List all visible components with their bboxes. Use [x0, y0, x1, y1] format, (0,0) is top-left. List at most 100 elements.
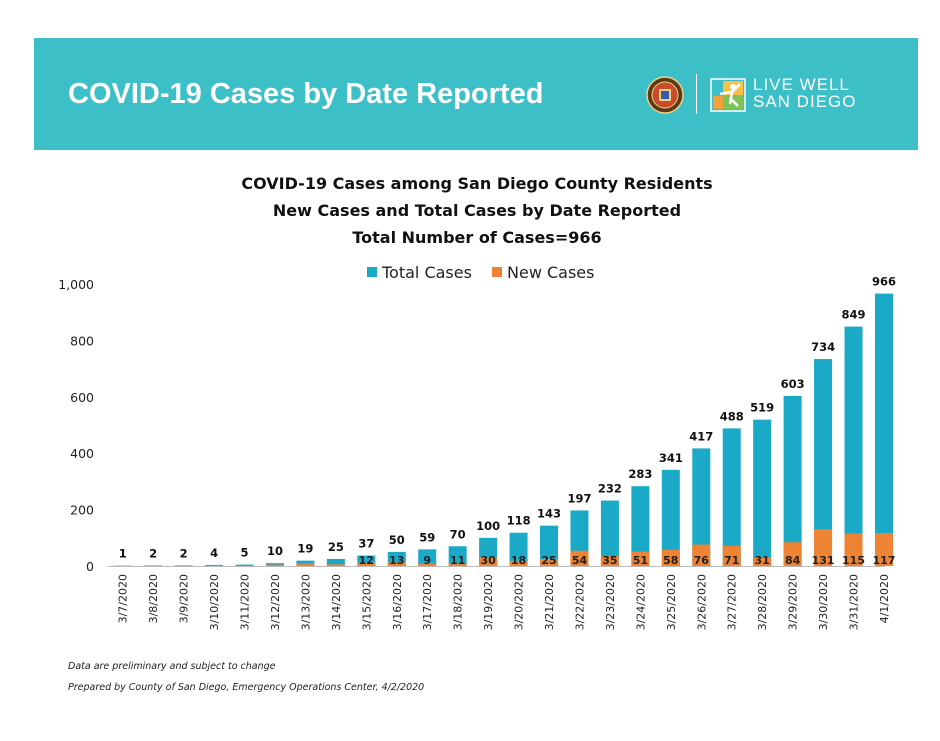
- total-cases-label: 488: [720, 409, 744, 423]
- total-cases-label: 197: [567, 491, 591, 505]
- x-tick-label: 3/11/2020: [239, 574, 252, 630]
- y-tick-label: 0: [86, 559, 94, 574]
- total-cases-bar: [753, 419, 772, 566]
- new-cases-label: 35: [602, 554, 617, 567]
- new-cases-label: 117: [872, 554, 895, 567]
- footnote-preliminary: Data are preliminary and subject to chan…: [68, 661, 276, 672]
- new-cases-bar: [844, 533, 863, 566]
- new-cases-bar: [387, 562, 406, 566]
- total-cases-label: 118: [507, 514, 531, 528]
- total-cases-bar: [448, 546, 467, 566]
- x-tick-label: 3/18/2020: [452, 574, 465, 630]
- new-cases-label: 31: [755, 554, 770, 567]
- total-cases-label: 232: [598, 482, 622, 496]
- x-tick-label: 3/29/2020: [787, 574, 800, 630]
- x-tick-label: 3/10/2020: [208, 574, 221, 630]
- total-cases-label: 100: [476, 519, 500, 533]
- page-title: COVID-19 Cases by Date Reported: [68, 78, 544, 110]
- total-cases-label: 59: [419, 530, 435, 544]
- chart-title-line3: Total Number of Cases=966: [352, 228, 602, 247]
- new-cases-label: 84: [785, 554, 801, 567]
- new-cases-bar: [357, 562, 376, 566]
- new-cases-bar: [753, 557, 772, 566]
- new-cases-label: 25: [541, 554, 556, 567]
- x-tick-label: 4/1/2020: [878, 574, 891, 623]
- total-cases-label: 37: [358, 537, 374, 551]
- new-cases-bar: [600, 556, 619, 566]
- new-cases-label: 11: [450, 554, 465, 567]
- live-well-logo-icon: [710, 78, 746, 112]
- total-cases-bar: [783, 395, 802, 566]
- total-cases-label: 25: [328, 540, 344, 554]
- total-cases-bar: [600, 500, 619, 566]
- total-cases-label: 966: [872, 275, 896, 289]
- new-cases-bar: [722, 545, 741, 566]
- y-tick-label: 600: [70, 390, 94, 405]
- total-cases-bar: [265, 563, 284, 566]
- total-cases-label: 283: [628, 467, 652, 481]
- total-cases-bar: [418, 549, 437, 566]
- new-cases-label: 12: [359, 554, 374, 567]
- x-tick-label: 3/13/2020: [299, 574, 312, 630]
- total-cases-label: 417: [689, 429, 713, 443]
- x-tick-label: 3/8/2020: [147, 574, 160, 623]
- legend-label-total: Total Cases: [381, 263, 472, 282]
- legend-swatch-total: [367, 267, 377, 277]
- total-cases-label: 341: [659, 451, 683, 465]
- bar-chart: 0 200 400 600 800 1,000 1 3/7/2020 2 3/8/2020 2 3/9…: [58, 263, 896, 630]
- x-tick-label: 3/9/2020: [178, 574, 191, 623]
- new-cases-label: 76: [694, 554, 710, 567]
- new-cases-label: 131: [812, 554, 835, 567]
- x-tick-label: 3/7/2020: [117, 574, 130, 623]
- x-tick-label: 3/12/2020: [269, 574, 282, 630]
- new-cases-bar: [540, 558, 559, 566]
- new-cases-bar: [479, 557, 498, 566]
- y-tick-label: 800: [70, 333, 94, 348]
- x-tick-label: 3/19/2020: [482, 574, 495, 630]
- x-tick-label: 3/31/2020: [848, 574, 861, 630]
- footnote-prepared-by: Prepared by County of San Diego, Emergen…: [68, 682, 425, 693]
- total-cases-label: 2: [180, 546, 188, 560]
- total-cases-label: 519: [750, 401, 774, 415]
- total-cases-label: 1: [119, 547, 127, 561]
- total-cases-label: 734: [811, 340, 835, 354]
- new-cases-bar: [509, 560, 528, 566]
- legend-swatch-new: [492, 267, 502, 277]
- total-cases-bar: [844, 326, 863, 566]
- logo-line2: SAN DIEGO: [753, 92, 857, 111]
- y-tick-label: 200: [70, 503, 94, 518]
- new-cases-label: 30: [480, 554, 496, 567]
- total-cases-label: 19: [297, 542, 313, 556]
- new-cases-bar: [265, 564, 284, 566]
- new-cases-label: 54: [572, 554, 588, 567]
- total-cases-bar: [540, 525, 559, 566]
- new-cases-label: 18: [511, 554, 526, 567]
- y-tick-label: 400: [70, 446, 94, 461]
- new-cases-label: 58: [663, 554, 678, 567]
- total-cases-bar: [357, 555, 376, 566]
- new-cases-bar: [814, 529, 833, 566]
- new-cases-label: 71: [724, 554, 739, 567]
- total-cases-bar: [326, 558, 345, 566]
- new-cases-bar: [661, 549, 680, 566]
- chart-title: COVID-19 Cases among San Diego County Re…: [0, 170, 940, 251]
- logo-divider: [696, 74, 697, 114]
- logo-line1: LIVE WELL: [753, 75, 850, 94]
- x-tick-label: 3/27/2020: [726, 574, 739, 630]
- new-cases-bar: [692, 544, 711, 566]
- total-cases-label: 70: [450, 527, 466, 541]
- total-cases-label: 2: [149, 546, 157, 560]
- total-cases-label: 5: [241, 546, 249, 560]
- total-cases-bar: [661, 469, 680, 566]
- new-cases-bar: [783, 542, 802, 566]
- total-cases-bar: [174, 565, 193, 566]
- footnotes: Data are preliminary and subject to chan…: [68, 656, 424, 698]
- new-cases-bar: [205, 565, 224, 566]
- total-cases-bar: [631, 486, 650, 566]
- x-tick-label: 3/28/2020: [756, 574, 769, 630]
- x-tick-label: 3/25/2020: [665, 574, 678, 630]
- new-cases-bar: [326, 564, 345, 566]
- x-tick-label: 3/16/2020: [391, 574, 404, 630]
- x-tick-label: 3/17/2020: [421, 574, 434, 630]
- total-cases-label: 10: [267, 544, 283, 558]
